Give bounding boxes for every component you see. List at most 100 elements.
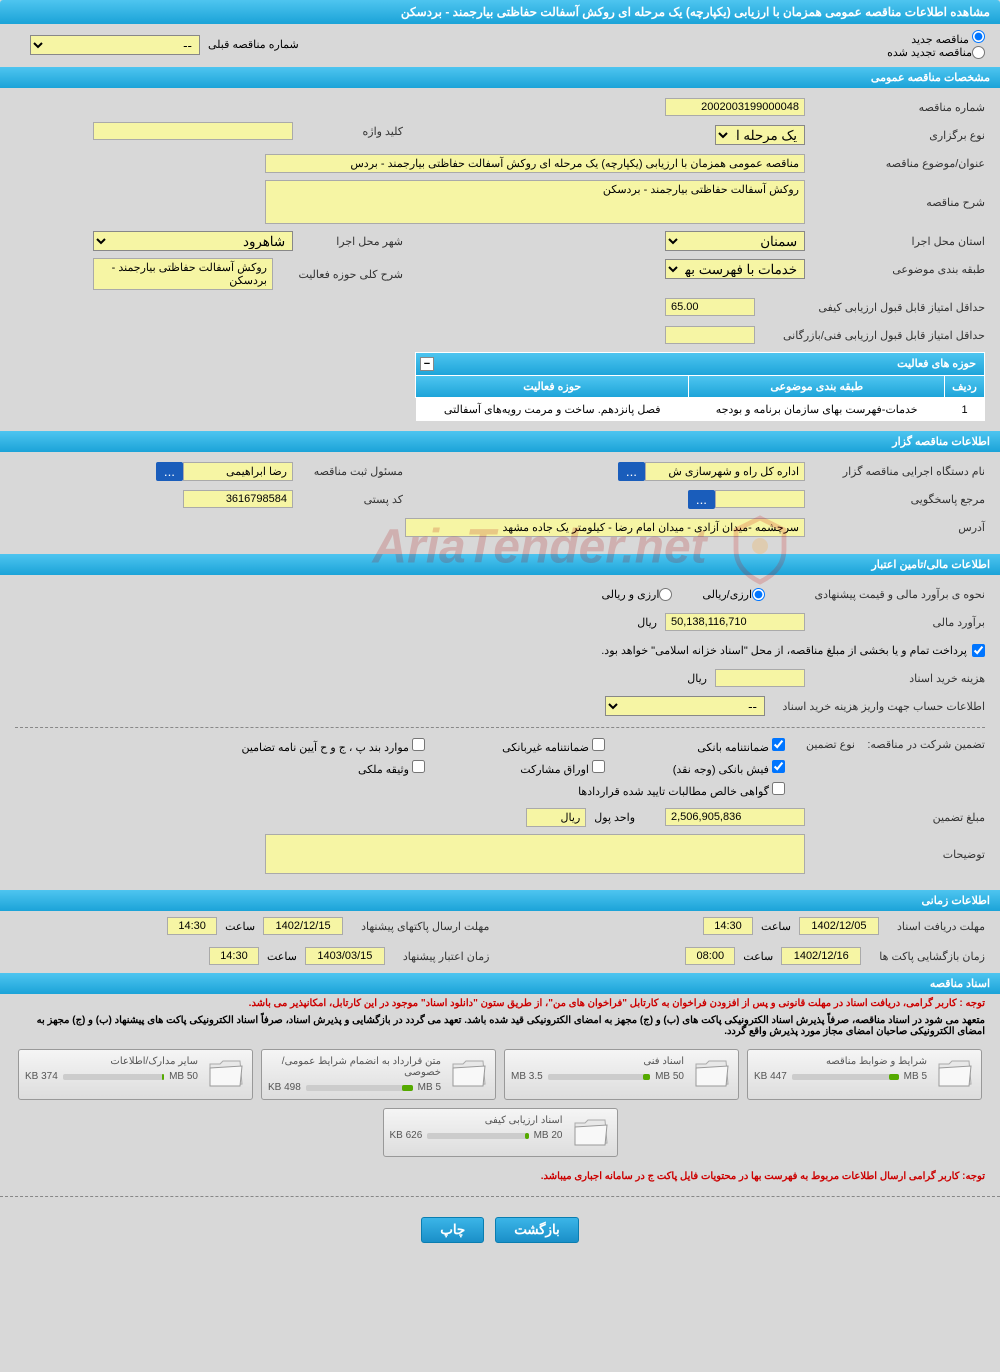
doc-title: متن قرارداد به انضمام شرایط عمومی/خصوصی bbox=[268, 1056, 441, 1078]
validity-date: 1403/03/15 bbox=[305, 947, 385, 965]
desc-field: روکش آسفالت حفاظتی بیارجمند - بردسکن bbox=[265, 180, 805, 224]
progress-bar bbox=[792, 1074, 899, 1080]
guarantee-label: تضمین شرکت در مناقصه: bbox=[855, 738, 985, 751]
chk-property-label: وثیقه ملکی bbox=[215, 760, 425, 776]
collapse-icon[interactable]: − bbox=[420, 357, 434, 371]
open-date: 1402/12/16 bbox=[781, 947, 861, 965]
section-timing: اطلاعات زمانی bbox=[0, 890, 1000, 911]
progress-bar bbox=[306, 1085, 413, 1091]
estimate-label: برآورد مالی bbox=[805, 616, 985, 629]
divider-bottom bbox=[0, 1196, 1000, 1197]
receive-time: 14:30 bbox=[703, 917, 753, 935]
chk-claims-label: گواهی خالص مطالبات تایید شده قراردادها bbox=[215, 782, 785, 798]
print-button[interactable]: چاپ bbox=[421, 1217, 484, 1243]
row-idx: 1 bbox=[945, 398, 985, 422]
chk-claims[interactable] bbox=[772, 782, 785, 795]
reg-field: رضا ابراهیمی bbox=[183, 462, 293, 481]
province-select[interactable]: سمنان bbox=[665, 231, 805, 251]
unit-field: ریال bbox=[526, 808, 586, 827]
currency-label: ریال bbox=[637, 616, 657, 629]
notes-label: توضیحات bbox=[805, 848, 985, 861]
class-select[interactable]: خدمات با فهرست بها bbox=[665, 259, 805, 279]
postal-label: کد پستی bbox=[293, 493, 403, 506]
time-label1: ساعت bbox=[761, 920, 791, 933]
chk-bank[interactable] bbox=[772, 738, 785, 751]
doc-used: 626 KB bbox=[390, 1130, 423, 1141]
chk-cash[interactable] bbox=[772, 760, 785, 773]
document-box[interactable]: متن قرارداد به انضمام شرایط عمومی/خصوصی … bbox=[261, 1049, 496, 1100]
validity-label: زمان اعتبار پیشنهاد bbox=[393, 950, 490, 963]
doc-total: 50 MB bbox=[655, 1071, 684, 1082]
section-organizer: اطلاعات مناقصه گزار bbox=[0, 431, 1000, 452]
doc-total: 5 MB bbox=[904, 1071, 927, 1082]
radio-renewed[interactable] bbox=[972, 46, 985, 59]
scope-field: روکش آسفالت حفاظتی بیارجمند - بردسکن bbox=[93, 258, 273, 290]
amount-label: مبلغ تضمین bbox=[805, 811, 985, 824]
prev-tender-select[interactable]: -- bbox=[30, 35, 200, 55]
chk-property[interactable] bbox=[412, 760, 425, 773]
doc-title: اسناد فنی bbox=[511, 1056, 684, 1067]
doc-title: سایر مدارک/اطلاعات bbox=[25, 1056, 198, 1067]
document-box[interactable]: شرایط و ضوابط مناقصه 5 MB 447 KB bbox=[747, 1049, 982, 1100]
section-general: مشخصات مناقصه عمومی bbox=[0, 67, 1000, 88]
chk-clauses-label: موارد بند پ ، ج و ح آیین نامه تضامین bbox=[215, 738, 425, 754]
resp-more-button[interactable]: ... bbox=[688, 490, 715, 509]
col-class: طبقه بندی موضوعی bbox=[689, 376, 945, 398]
resp-field bbox=[715, 490, 805, 508]
section-documents: اسناد مناقصه bbox=[0, 973, 1000, 994]
chk-bank-label: ضمانتنامه بانکی bbox=[625, 738, 785, 754]
radio-new[interactable] bbox=[972, 30, 985, 43]
addr-label: آدرس bbox=[805, 521, 985, 534]
open-time: 08:00 bbox=[685, 947, 735, 965]
doc-used: 374 KB bbox=[25, 1071, 58, 1082]
col-idx: ردیف bbox=[945, 376, 985, 398]
document-box[interactable]: اسناد فنی 50 MB 3.5 MB bbox=[504, 1049, 739, 1100]
city-select[interactable]: شاهرود bbox=[93, 231, 293, 251]
postal-field: 3616798584 bbox=[183, 490, 293, 508]
chk-nonbank[interactable] bbox=[592, 738, 605, 751]
doc-total: 20 MB bbox=[534, 1130, 563, 1141]
province-label: استان محل اجرا bbox=[805, 235, 985, 248]
addr-field: سرچشمه -میدان آزادی - میدان امام رضا - ک… bbox=[405, 518, 805, 537]
type-label: نوع تضمین bbox=[785, 738, 855, 751]
doc-used: 3.5 MB bbox=[511, 1071, 543, 1082]
back-button[interactable]: بازگشت bbox=[495, 1217, 579, 1243]
opt-foreign: ارزی و ریالی bbox=[601, 588, 659, 601]
account-select[interactable]: -- bbox=[605, 696, 765, 716]
activity-table: حوزه های فعالیت− ردیف طبقه بندی موضوعی ح… bbox=[415, 352, 985, 421]
chk-bonds[interactable] bbox=[592, 760, 605, 773]
exec-field: اداره کل راه و شهرسازی ش bbox=[645, 462, 805, 481]
chk-clauses[interactable] bbox=[412, 738, 425, 751]
keyword-label: کلید واژه bbox=[293, 125, 403, 138]
document-box[interactable]: اسناد ارزیابی کیفی 20 MB 626 KB bbox=[383, 1108, 618, 1157]
document-box[interactable]: سایر مدارک/اطلاعات 50 MB 374 KB bbox=[18, 1049, 253, 1100]
notice3: توجه: کاربر گرامی ارسال اطلاعات مربوط به… bbox=[0, 1167, 1000, 1186]
exec-more-button[interactable]: ... bbox=[618, 462, 645, 481]
tender-status-row: مناقصه جدید مناقصه تجدید شده شماره مناقص… bbox=[0, 24, 1000, 65]
radio-foreign[interactable] bbox=[659, 588, 672, 601]
keyword-field[interactable] bbox=[93, 122, 293, 140]
holding-type-label: نوع برگزاری bbox=[805, 129, 985, 142]
treasury-checkbox[interactable] bbox=[972, 644, 985, 657]
tender-no-label: شماره مناقصه bbox=[805, 101, 985, 114]
notice2: متعهد می شود در اسناد مناقصه، صرفاً پذیر… bbox=[0, 1013, 1000, 1039]
validity-time: 14:30 bbox=[209, 947, 259, 965]
radio-rial[interactable] bbox=[752, 588, 765, 601]
divider bbox=[15, 727, 985, 728]
time-label4: ساعت bbox=[267, 950, 297, 963]
radio-renewed-label: مناقصه تجدید شده bbox=[887, 46, 972, 59]
currency-label2: ریال bbox=[687, 672, 707, 685]
chk-nonbank-label: ضمانتنامه غیربانکی bbox=[445, 738, 605, 754]
unit-label: واحد پول bbox=[594, 811, 635, 824]
title-field: مناقصه عمومی همزمان با ارزیابی (یکپارچه)… bbox=[265, 154, 805, 173]
holding-type-select[interactable]: یک مرحله ای bbox=[715, 125, 805, 145]
progress-bar bbox=[427, 1133, 528, 1139]
chk-cash-label: فیش بانکی (وجه نقد) bbox=[625, 760, 785, 776]
treasury-note: پرداخت تمام و یا بخشی از مبلغ مناقصه، از… bbox=[601, 644, 967, 657]
notice1: توجه : کاربر گرامی، دریافت اسناد در مهلت… bbox=[0, 994, 1000, 1013]
notes-field[interactable] bbox=[265, 834, 805, 874]
min-score: 65.00 bbox=[665, 298, 755, 316]
reg-more-button[interactable]: ... bbox=[156, 462, 183, 481]
amount-field: 2,506,905,836 bbox=[665, 808, 805, 826]
section-financial: اطلاعات مالی/تامین اعتبار bbox=[0, 554, 1000, 575]
